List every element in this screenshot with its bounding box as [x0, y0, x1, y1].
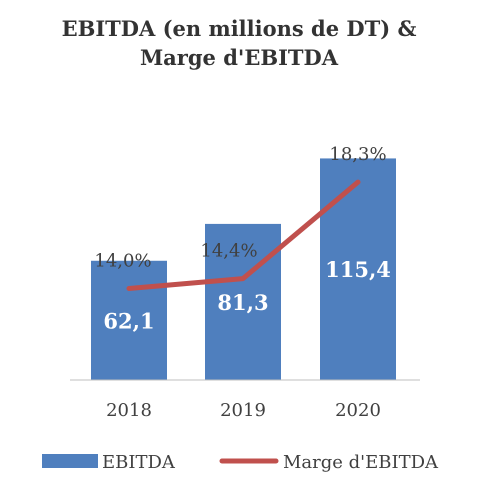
marge-ebitda-line — [126, 179, 361, 291]
bar-2018 — [91, 260, 167, 380]
chart-title: EBITDA (en millions de DT) & Marge d'EBI… — [0, 14, 478, 72]
bar-value-label-2020: 115,4 — [325, 257, 391, 282]
line-value-label-2020: 18,3% — [329, 144, 386, 165]
x-tick-label-2019: 2019 — [220, 400, 266, 421]
chart-title-line-2: Marge d'EBITDA — [139, 45, 339, 70]
chart-title-line-1: EBITDA (en millions de DT) & — [61, 16, 417, 41]
bar-2020 — [320, 158, 396, 380]
x-tick-label-2020: 2020 — [335, 400, 381, 421]
line-value-label-2019: 14,4% — [200, 241, 257, 262]
legend-marge-label: Marge d'EBITDA — [283, 452, 439, 473]
line-value-label-2018: 14,0% — [94, 250, 151, 271]
legend-ebitda-swatch — [42, 454, 98, 468]
bar-2019 — [205, 223, 281, 380]
x-tick-label-2018: 2018 — [106, 400, 152, 421]
legend-ebitda-label: EBITDA — [102, 452, 176, 473]
bar-value-label-2019: 81,3 — [217, 290, 268, 315]
bar-value-label-2018: 62,1 — [103, 308, 154, 333]
